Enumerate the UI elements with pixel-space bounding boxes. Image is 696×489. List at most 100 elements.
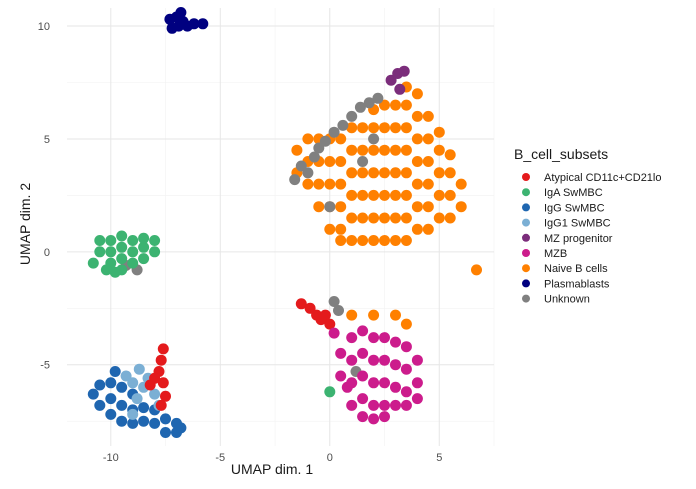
point-igg-swmbc — [138, 415, 150, 427]
legend-label: IgG1 SwMBC — [544, 218, 611, 230]
point-naive-b-cells — [379, 122, 390, 134]
point-mzb — [368, 354, 380, 366]
point-naive-b-cells — [368, 235, 380, 246]
point-mzb — [346, 354, 358, 366]
point-igg1-swmbc — [149, 388, 161, 400]
point-naive-b-cells — [400, 189, 412, 201]
point-plasmablasts — [188, 18, 200, 30]
point-iga-swmbc — [127, 257, 139, 269]
point-mzb — [379, 354, 390, 366]
point-naive-b-cells — [368, 189, 380, 201]
point-naive-b-cells — [411, 223, 423, 235]
point-naive-b-cells — [400, 99, 412, 111]
point-naive-b-cells — [433, 126, 445, 138]
point-iga-swmbc — [94, 235, 106, 246]
point-naive-b-cells — [422, 156, 434, 167]
legend-label: Atypical CD11c+CD21lo — [544, 172, 662, 184]
point-naive-b-cells — [422, 178, 434, 190]
point-iga-swmbc — [149, 246, 161, 258]
y-axis-label: UMAP dim. 2 — [17, 183, 33, 265]
point-naive-b-cells — [346, 144, 358, 156]
point-naive-b-cells — [411, 133, 423, 145]
point-naive-b-cells — [471, 264, 482, 276]
point-mzb — [390, 399, 401, 411]
point-naive-b-cells — [433, 212, 445, 224]
point-naive-b-cells — [390, 122, 401, 134]
point-naive-b-cells — [400, 122, 412, 134]
y-tick-label: -5 — [40, 360, 50, 372]
point-naive-b-cells — [379, 144, 390, 156]
series-naive-b-cells — [291, 81, 482, 330]
point-mzb — [400, 363, 412, 375]
point-atypical-cd11c-cd21lo — [160, 390, 171, 402]
point-igg-swmbc — [94, 399, 106, 411]
point-naive-b-cells — [390, 235, 401, 246]
point-iga-swmbc — [149, 235, 161, 246]
legend-key — [522, 249, 530, 257]
y-axis-ticks: -5 0 5 10 — [38, 21, 50, 372]
point-naive-b-cells — [411, 156, 423, 167]
point-mzb — [346, 399, 358, 411]
legend-item-mzb: MZB — [522, 248, 567, 260]
x-tick-label: 5 — [436, 452, 442, 464]
point-unknown — [363, 97, 375, 109]
legend-key — [522, 264, 530, 273]
point-mzb — [357, 370, 369, 382]
point-naive-b-cells — [422, 133, 434, 145]
point-igg-swmbc — [116, 399, 128, 411]
point-mzb — [335, 347, 347, 359]
point-naive-b-cells — [368, 144, 380, 156]
point-naive-b-cells — [400, 144, 412, 156]
point-naive-b-cells — [346, 309, 358, 321]
point-igg-swmbc — [127, 417, 139, 429]
point-naive-b-cells — [390, 144, 401, 156]
point-mzb — [411, 377, 423, 389]
point-mz-progenitor — [385, 74, 397, 86]
point-mzb — [390, 336, 401, 348]
point-naive-b-cells — [400, 235, 412, 246]
point-mzb — [346, 332, 358, 344]
point-iga-swmbc — [138, 241, 150, 253]
point-naive-b-cells — [335, 178, 347, 190]
x-tick-label: -10 — [103, 452, 119, 464]
point-mz-progenitor — [394, 83, 406, 95]
legend-title: B_cell_subsets — [514, 146, 608, 162]
point-mzb — [357, 393, 369, 405]
point-unknown — [333, 305, 344, 316]
point-iga-swmbc — [105, 235, 117, 246]
x-axis-label: UMAP dim. 1 — [231, 461, 313, 477]
legend-key — [522, 294, 530, 303]
point-iga-swmbc — [138, 232, 150, 244]
legend: B_cell_subsets Atypical CD11c+CD21lo IgA … — [514, 146, 662, 306]
point-naive-b-cells — [313, 178, 325, 190]
point-naive-b-cells — [368, 122, 380, 134]
point-naive-b-cells — [390, 309, 401, 321]
point-naive-b-cells — [390, 167, 401, 179]
point-naive-b-cells — [335, 201, 347, 213]
legend-label: IgA SwMBC — [544, 187, 603, 199]
point-naive-b-cells — [346, 212, 358, 224]
point-naive-b-cells — [335, 223, 347, 235]
legend-label: MZ progenitor — [544, 233, 613, 245]
point-naive-b-cells — [411, 110, 423, 122]
point-mzb — [357, 347, 369, 359]
legend-label: MZB — [544, 248, 567, 260]
point-plasmablasts — [197, 18, 209, 30]
point-igg-swmbc — [105, 377, 117, 389]
series-mzb — [328, 325, 423, 425]
point-mzb — [368, 332, 380, 344]
point-mzb — [400, 341, 412, 353]
point-naive-b-cells — [346, 122, 358, 134]
point-mzb — [379, 399, 390, 411]
legend-item-mz-progenitor: MZ progenitor — [522, 233, 613, 245]
point-unknown — [372, 92, 384, 104]
point-igg-swmbc — [109, 366, 121, 377]
point-naive-b-cells — [302, 178, 314, 190]
point-iga-swmbc — [109, 266, 121, 278]
point-mzb — [335, 370, 347, 382]
point-igg1-swmbc — [127, 377, 139, 389]
point-naive-b-cells — [335, 156, 347, 167]
grid-lines — [67, 8, 495, 446]
point-iga-swmbc — [127, 235, 139, 246]
